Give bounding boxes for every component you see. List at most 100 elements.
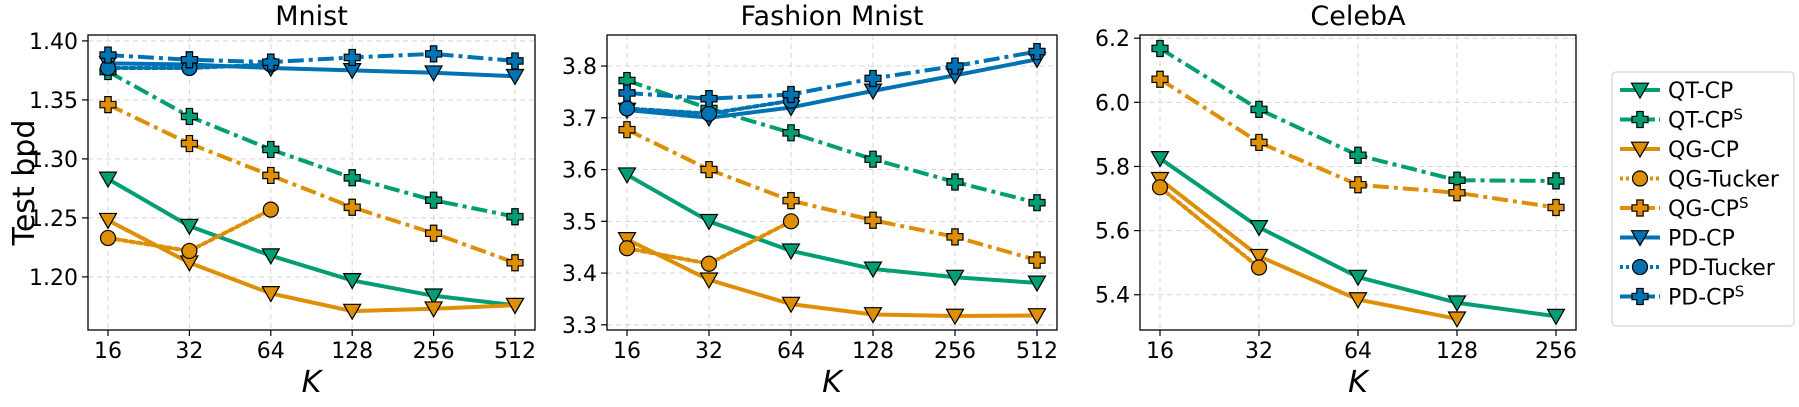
data-point-pd-cp-s [864,69,882,88]
data-point-qt-cp-s [1028,194,1046,212]
data-point-qt-cp [179,218,199,236]
data-point-qt-cp-s [1151,39,1169,58]
data-point-pd-cp-s [618,84,636,102]
data-point-qg-cp-s [262,166,280,185]
y-tick-label: 5.8 [1095,155,1130,180]
data-point-qg-cp-s [1349,176,1367,194]
data-point-qt-cp [945,269,965,287]
data-point-qg-cp-s [99,96,117,114]
data-point-qt-cp-s [864,150,882,168]
data-point-qt-cp [1348,269,1368,287]
data-point-qt-cp-s [425,191,443,209]
x-tick-label: 64 [257,339,285,364]
data-point-qg-cp [863,307,883,324]
legend-marker [1631,258,1649,276]
data-point-pd-tucker [700,105,718,122]
series-line-pd-cp [626,57,1038,120]
data-point-qg-cp-s [700,160,718,179]
x-tick-label: 256 [413,339,455,364]
data-point-qt-cp-s [1250,100,1268,118]
y-tick-label: 3.8 [562,55,597,80]
data-point-qt-cp [699,213,719,231]
data-point-qg-cp-s [946,228,964,246]
data-point-qg-cp-s [506,254,524,272]
data-point-qg-tucker [700,255,718,272]
data-point-qg-cp [1348,292,1368,309]
data-point-pd-cp-s [180,51,198,69]
ticks: 16 32 64 128 256 512 1.20 1.25 1.30 1.35 1.40 [29,30,536,364]
data-point-qt-cp [617,167,637,185]
series-line-qg-cp [107,218,516,314]
y-tick-label: 5.4 [1095,284,1130,309]
series-line-pd-cp [107,61,516,79]
data-point-qg-cp [261,286,281,303]
gridlines [88,35,535,330]
legend-marker [1630,82,1650,100]
y-tick-label: 1.40 [29,30,78,55]
legend-marker [1631,170,1649,187]
data-point-qg-cp [699,272,719,290]
y-tick-label: 3.6 [562,159,597,184]
data-point-qg-cp [1447,311,1467,329]
y-tick-label: 1.25 [29,207,78,232]
data-point-qg-cp-s [1028,251,1046,269]
data-point-qg-cp-s [1547,198,1565,217]
data-point-qt-cp [1249,219,1269,237]
series-group [98,45,525,321]
legend-item-pd-cp: PD-CP [1620,227,1735,252]
data-point-qg-tucker [782,213,800,230]
data-point-qg-cp [945,308,965,326]
legend-label: QG-Tucker [1668,168,1780,193]
y-tick-label: 3.7 [562,107,597,132]
panel-mnist: 16 32 64 128 256 512 1.20 1.25 1.30 1.35 1.40 Mnist… [7,1,536,400]
data-point-pd-tucker [618,100,636,117]
x-tick-label: 64 [1344,339,1372,364]
legend-label: PD-Tucker [1668,256,1776,281]
data-point-qt-cp [781,243,801,261]
data-point-qt-cp-s [1349,146,1367,164]
series-group [1150,39,1566,329]
legend-item-qt-cp-s: QT-CPS [1620,106,1743,134]
legend-label: PD-CPS [1668,283,1744,311]
legend-label: PD-CP [1668,227,1735,252]
data-point-qg-tucker [1151,179,1169,196]
x-tick-label: 128 [852,339,894,364]
y-tick-label: 6.2 [1095,27,1130,52]
series-line-qt-cp [626,172,1038,285]
legend-marker [1630,230,1650,247]
panel-celeba: 16 32 64 128 256 5.4 5.6 5.8 6.0 6.2 CelebA K [1095,1,1577,400]
series-line-qg-cp [1158,177,1458,321]
x-tick-label: 32 [695,339,723,364]
legend-marker [1631,110,1649,129]
y-axis-label: Test bpd [7,120,42,247]
series-line-pd-cp-s [626,49,1038,101]
legend-label: QG-CP [1668,138,1739,163]
data-point-qt-cp-s [782,124,800,142]
legend-marker [1631,199,1649,217]
data-point-qt-cp [1150,151,1170,168]
legend-item-qg-cp: QG-CP [1620,138,1739,163]
data-point-pd-cp-s [700,90,718,108]
data-point-pd-cp-s [946,57,964,75]
legend-marker [1630,141,1650,159]
x-tick-label: 16 [613,339,641,364]
legend-item-qg-cp-s: QG-CPS [1620,194,1748,222]
series-line-qt-cp-s [626,78,1038,205]
data-point-pd-cp-s [1028,42,1046,61]
data-point-qt-cp-s [1547,172,1565,190]
axes-frame [87,34,536,331]
data-point-qg-cp-s [180,134,198,153]
data-point-qt-cp [1447,295,1467,313]
legend-label: QT-CPS [1668,106,1743,134]
legend-label: QG-CPS [1668,194,1748,222]
y-tick-label: 6.0 [1095,91,1130,116]
data-point-qg-cp [617,232,637,249]
legend-item-pd-tucker: PD-Tucker [1620,256,1776,281]
ticks: 16 32 64 128 256 5.4 5.6 5.8 6.0 6.2 [1095,27,1577,364]
y-tick-label: 5.6 [1095,220,1130,245]
data-point-qt-cp-s [262,140,280,159]
data-point-qg-cp-s [425,224,443,242]
data-point-qg-cp [1027,308,1047,325]
